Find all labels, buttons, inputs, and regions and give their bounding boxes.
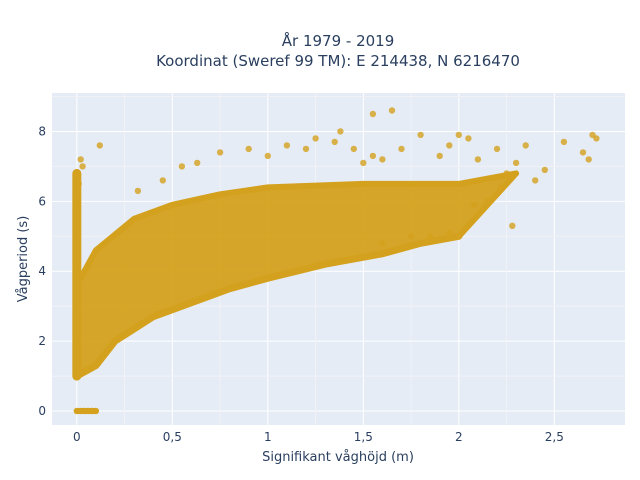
scatter-point <box>493 145 501 153</box>
scatter-point <box>360 159 367 167</box>
scatter-point <box>436 152 443 160</box>
scatter-point <box>369 152 377 160</box>
scatter-point <box>331 138 338 146</box>
scatter-point <box>96 142 104 149</box>
y-tick-label: 2 <box>38 334 46 348</box>
scatter-point <box>350 145 357 153</box>
y-tick-label: 8 <box>38 124 46 138</box>
scatter-point <box>92 407 100 415</box>
scatter-point <box>497 184 505 191</box>
scatter-point <box>446 142 453 149</box>
y-tick-label: 0 <box>38 404 46 418</box>
y-tick-label: 6 <box>38 194 46 208</box>
scatter-point <box>509 222 516 229</box>
scatter-point <box>194 159 201 167</box>
scatter-point <box>579 149 587 156</box>
scatter-point <box>75 180 82 188</box>
scatter-point <box>77 156 84 163</box>
lower-ridge <box>73 232 463 380</box>
scatter-point <box>398 145 405 153</box>
scatter-point <box>134 187 142 195</box>
x-tick-label: 0,5 <box>163 430 182 444</box>
scatter-point <box>159 177 166 184</box>
scatter-point <box>178 163 186 170</box>
y-tick-label: 4 <box>38 264 46 278</box>
x-tick-label: 0 <box>73 430 81 444</box>
scatter-point <box>455 131 462 139</box>
scatter-point <box>245 145 252 153</box>
scatter-point <box>446 229 453 236</box>
scatter-point <box>541 166 548 174</box>
scatter-point <box>484 198 491 205</box>
scatter-point <box>388 107 396 114</box>
scatter-point <box>283 142 291 149</box>
dense-point-cloud <box>72 168 520 415</box>
scatter-point <box>417 131 424 139</box>
x-axis-ticks: 0 0,5 1 1,5 2 2,5 <box>73 430 564 444</box>
scatter-point <box>369 110 377 118</box>
scatter-point <box>216 149 224 156</box>
x-tick-label: 2 <box>455 430 463 444</box>
chart-title-line1: År 1979 - 2019 <box>282 31 395 50</box>
scatter-point <box>474 156 482 163</box>
scatter-point <box>312 135 319 142</box>
scatter-point <box>407 233 415 240</box>
scatter-point <box>560 138 568 146</box>
scatter-point <box>503 170 510 177</box>
x-tick-label: 2,5 <box>545 430 564 444</box>
scatter-point <box>73 170 81 177</box>
scatter-point <box>532 177 539 184</box>
scatter-point <box>470 201 478 208</box>
scatter-points <box>73 107 600 415</box>
scatter-point <box>589 131 596 139</box>
scatter-point <box>79 163 86 170</box>
y-axis-ticks: 0 2 4 6 8 <box>38 124 46 418</box>
chart-title-line2: Koordinat (Sweref 99 TM): E 214438, N 62… <box>156 52 520 70</box>
scatter-point <box>512 159 520 167</box>
scatter-point <box>465 135 472 142</box>
scatter-point <box>379 156 386 163</box>
x-tick-label: 1,5 <box>354 430 373 444</box>
scatter-point <box>585 156 592 163</box>
x-axis-title: Signifikant våghöjd (m) <box>262 450 414 465</box>
scatter-point <box>379 240 386 247</box>
scatter-point <box>427 233 434 240</box>
scatter-point <box>522 142 529 149</box>
scatter-point <box>455 233 462 240</box>
scatter-point <box>302 145 310 153</box>
y-axis-title: Vågperiod (s) <box>16 216 31 303</box>
scatter-point <box>337 128 344 135</box>
x-tick-label: 1 <box>264 430 272 444</box>
scatter-point <box>264 152 271 160</box>
